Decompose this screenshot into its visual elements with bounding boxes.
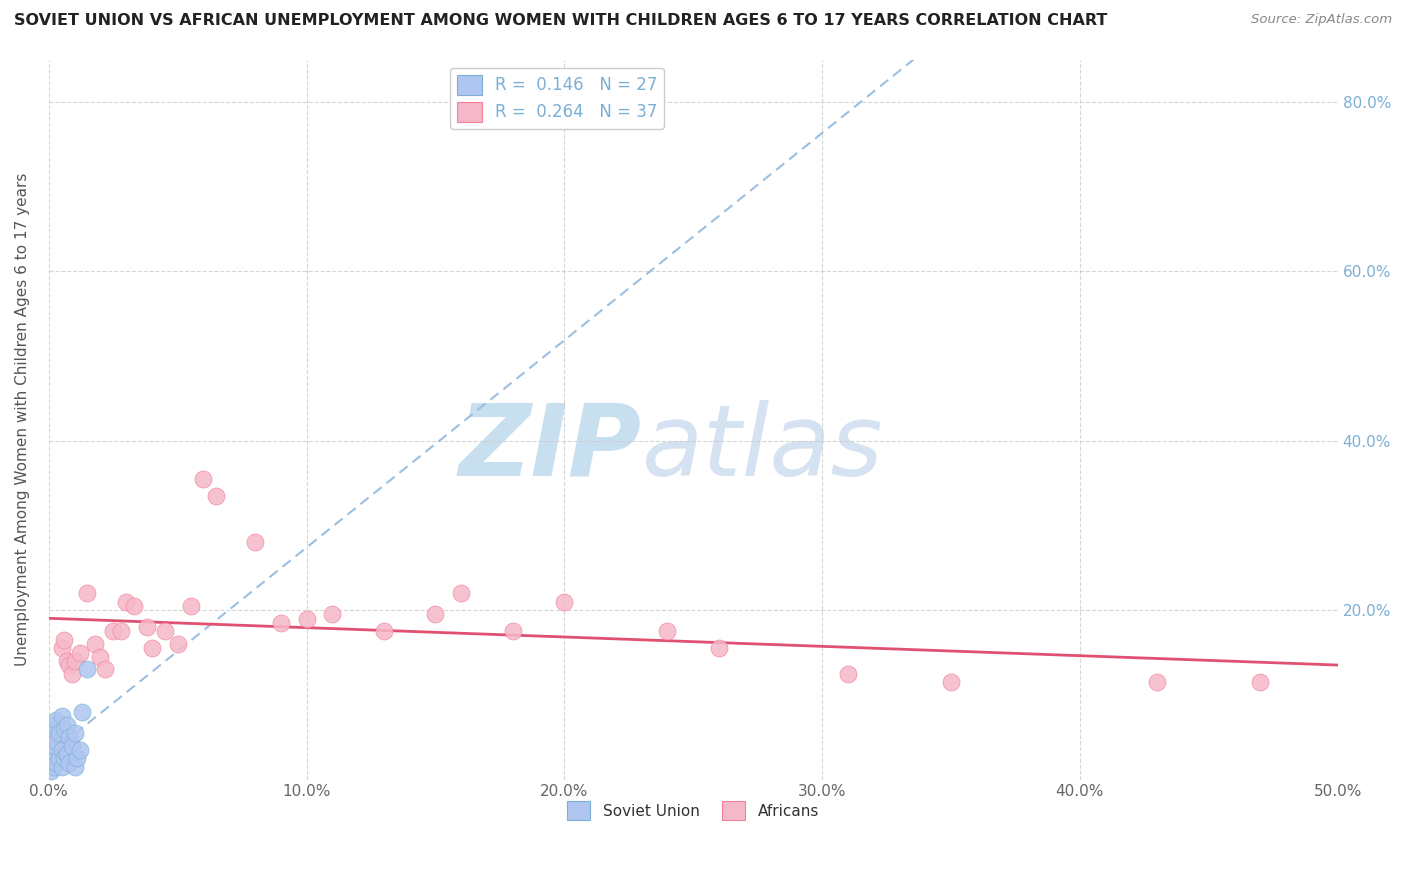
Point [42, 717, 65, 731]
Text: SOVIET UNION VS AFRICAN UNEMPLOYMENT AMONG WOMEN WITH CHILDREN AGES 6 TO 17 YEAR: SOVIET UNION VS AFRICAN UNEMPLOYMENT AMO… [14, 13, 1108, 29]
Point [1146, 675, 1168, 690]
Point [69, 646, 91, 660]
Point [657, 624, 679, 639]
Point [53, 722, 76, 736]
Point [48, 726, 70, 740]
Point [58, 658, 80, 673]
Point [166, 637, 188, 651]
Point [153, 624, 176, 639]
Point [63, 760, 86, 774]
Point [56, 717, 79, 731]
Point [321, 607, 343, 622]
Legend: Soviet Union, Africans: Soviet Union, Africans [561, 795, 825, 826]
Point [141, 641, 163, 656]
Point [41, 764, 63, 779]
Point [425, 607, 447, 622]
Point [76, 586, 98, 600]
Point [103, 624, 125, 639]
Y-axis label: Unemployment Among Women with Children Ages 6 to 17 years: Unemployment Among Women with Children A… [15, 173, 30, 666]
Point [58, 731, 80, 745]
Text: ZIP: ZIP [458, 400, 641, 497]
Point [63, 726, 86, 740]
Point [707, 641, 730, 656]
Point [76, 663, 98, 677]
Point [295, 612, 318, 626]
Point [94, 663, 117, 677]
Point [450, 586, 472, 600]
Point [56, 654, 79, 668]
Point [72, 705, 94, 719]
Point [63, 654, 86, 668]
Point [243, 535, 266, 549]
Point [502, 624, 524, 639]
Point [41, 722, 63, 736]
Point [48, 751, 70, 765]
Point [41, 747, 63, 762]
Point [373, 624, 395, 639]
Point [180, 599, 202, 613]
Point [51, 641, 73, 656]
Text: atlas: atlas [641, 400, 883, 497]
Point [193, 472, 215, 486]
Point [89, 649, 111, 664]
Point [51, 743, 73, 757]
Point [51, 709, 73, 723]
Point [45, 714, 67, 728]
Point [122, 599, 145, 613]
Text: Source: ZipAtlas.com: Source: ZipAtlas.com [1251, 13, 1392, 27]
Point [115, 595, 138, 609]
Point [53, 632, 76, 647]
Point [205, 489, 228, 503]
Point [51, 760, 73, 774]
Point [1249, 675, 1271, 690]
Point [939, 675, 962, 690]
Point [60, 666, 83, 681]
Point [69, 743, 91, 757]
Point [56, 747, 79, 762]
Point [45, 734, 67, 748]
Point [42, 760, 65, 774]
Point [60, 739, 83, 753]
Point [553, 595, 575, 609]
Point [270, 615, 292, 630]
Point [45, 756, 67, 770]
Point [135, 620, 157, 634]
Point [58, 756, 80, 770]
Point [837, 666, 859, 681]
Point [53, 751, 76, 765]
Point [42, 739, 65, 753]
Point [110, 624, 132, 639]
Point [84, 637, 107, 651]
Point [66, 751, 89, 765]
